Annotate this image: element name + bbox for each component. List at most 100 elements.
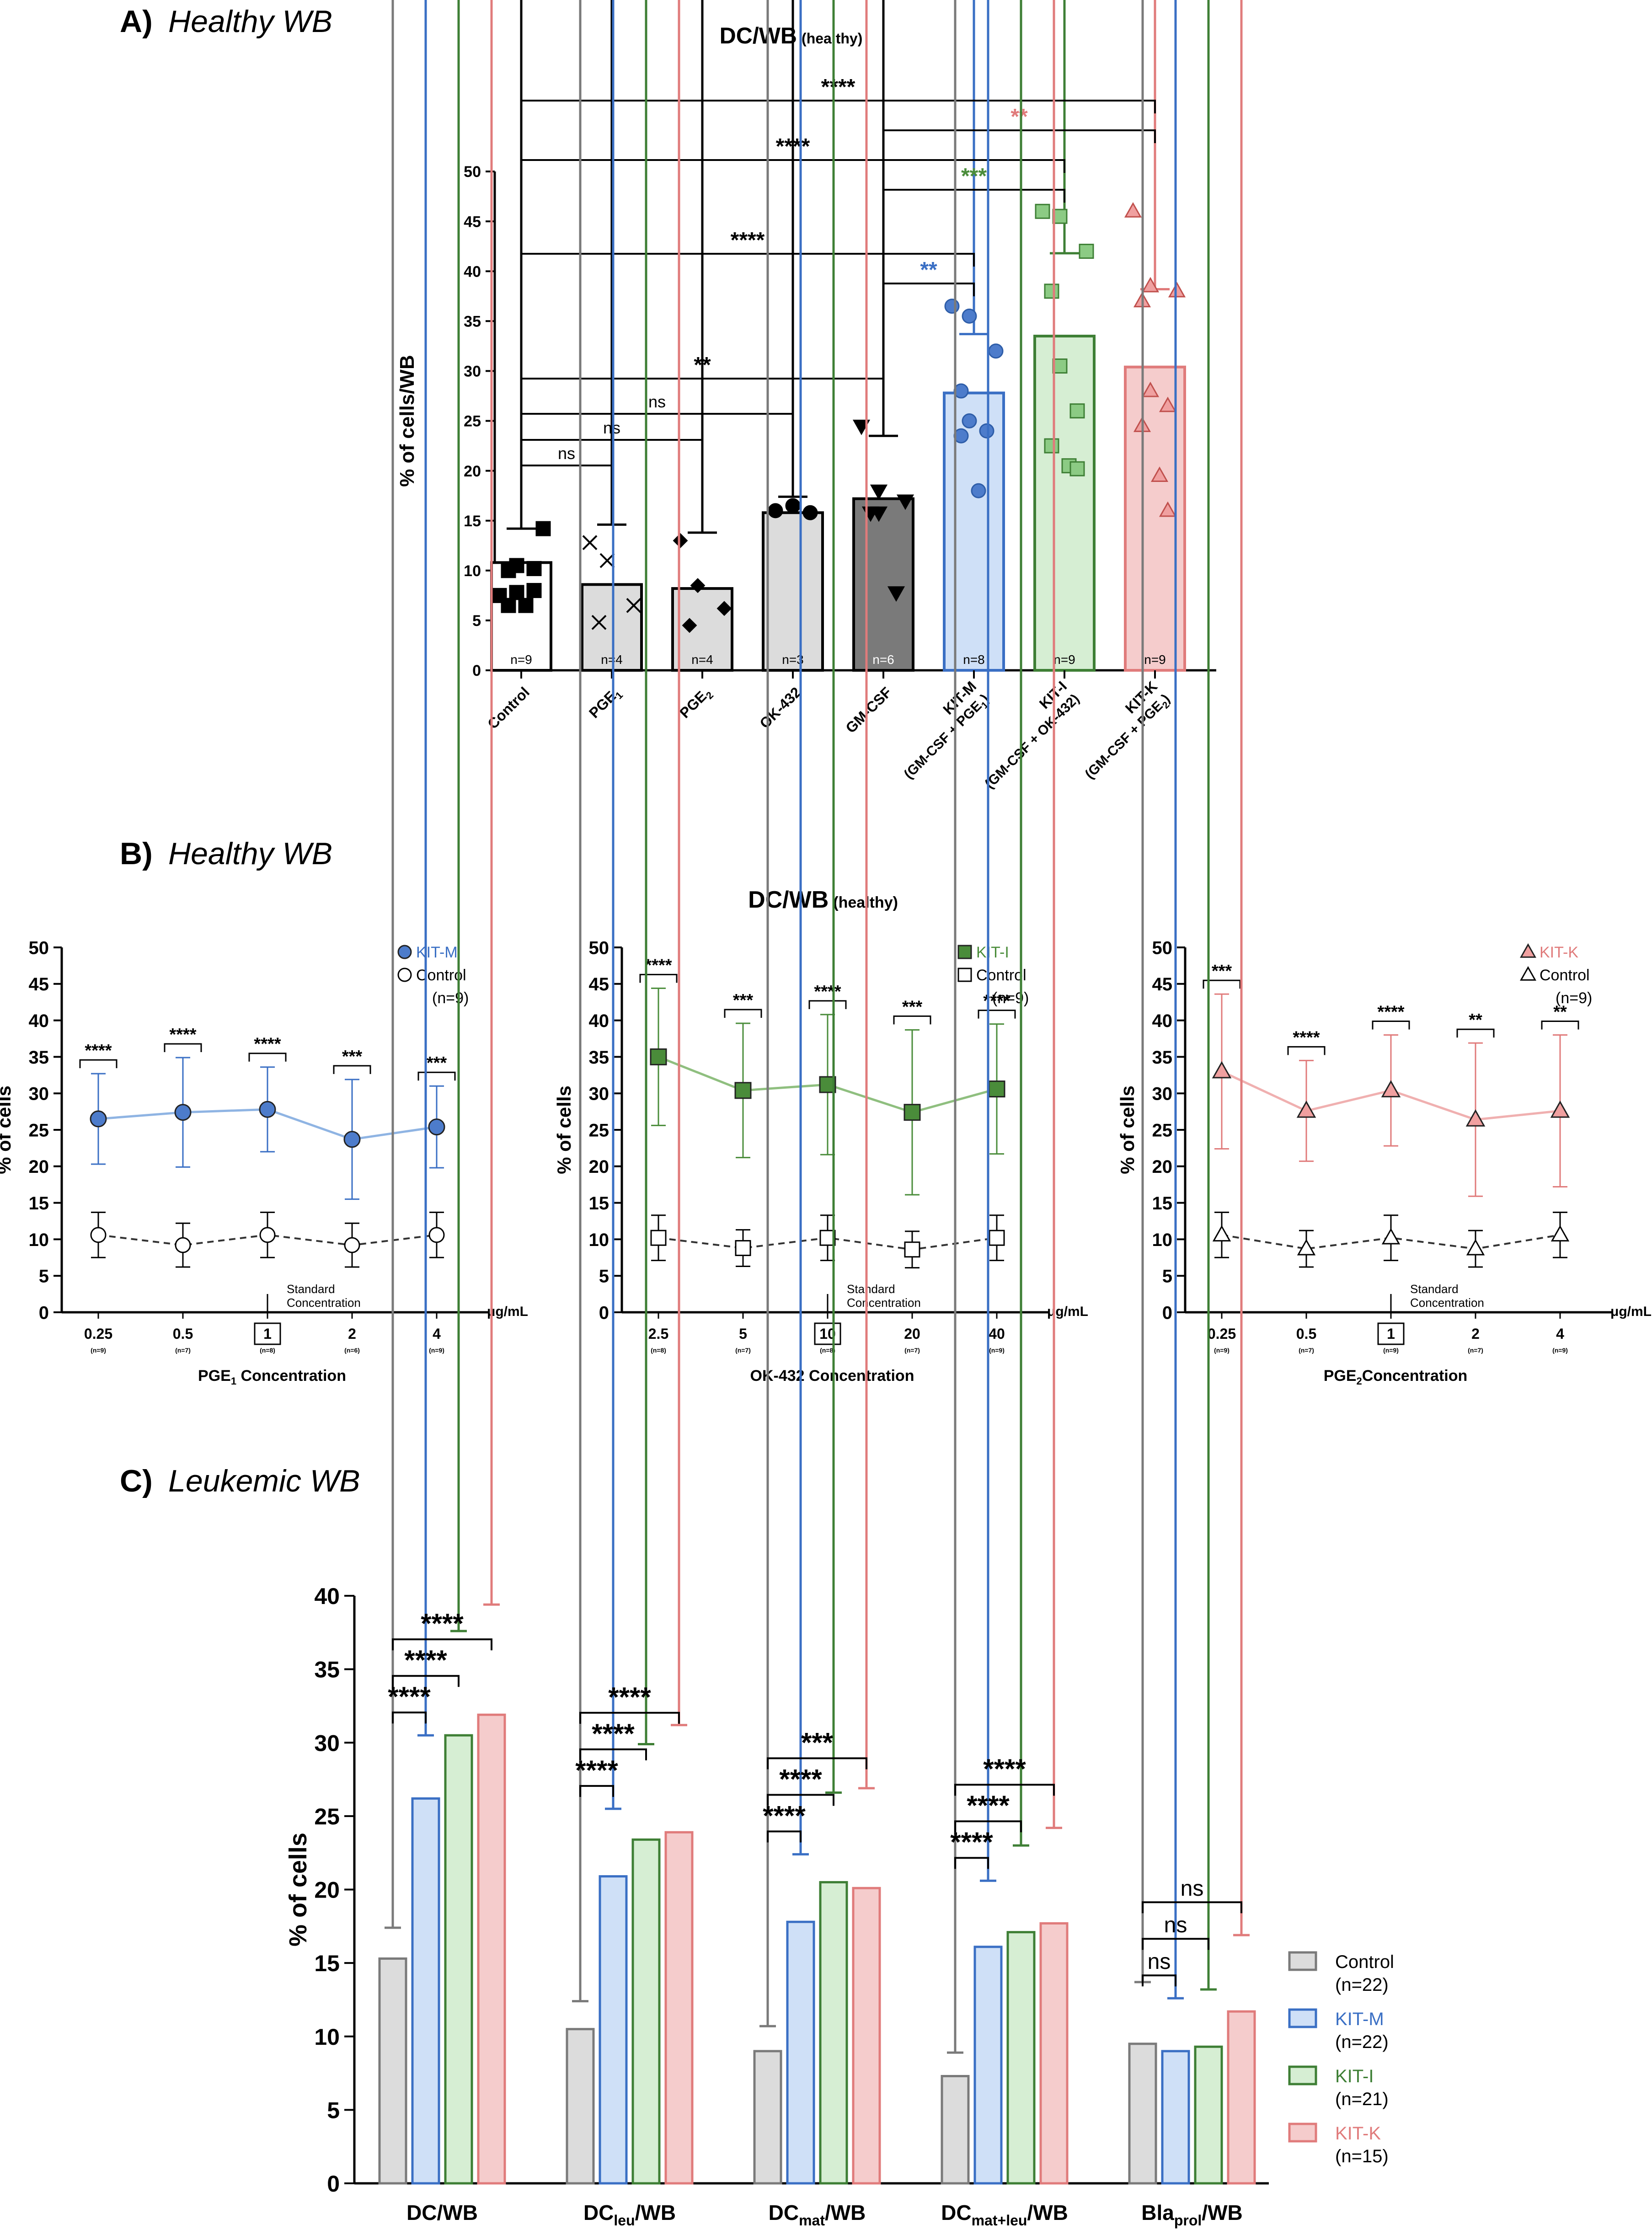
n-per-x-label: (n=9) bbox=[1383, 1347, 1399, 1354]
standard-label-line2: Concentration bbox=[847, 1296, 921, 1310]
legend-swatch-kit-m bbox=[1288, 2008, 1317, 2028]
panel-a-y-tick-label: 15 bbox=[464, 513, 481, 530]
subplot-y-tick-label: 10 bbox=[589, 1230, 609, 1250]
data-point bbox=[1079, 244, 1094, 259]
subplot-y-tick-label: 40 bbox=[589, 1011, 609, 1031]
bracket-line bbox=[520, 413, 794, 427]
control-point bbox=[90, 1227, 107, 1243]
significance-label: **** bbox=[763, 1800, 806, 1831]
data-point bbox=[591, 615, 607, 630]
sig-bracket bbox=[1203, 979, 1241, 989]
bar-kit-i bbox=[1006, 1931, 1036, 2185]
panel-a-y-tick-label: 0 bbox=[472, 662, 481, 679]
subplot-y-tick-label: 45 bbox=[29, 974, 49, 995]
data-point bbox=[870, 506, 888, 522]
panel-c-y-tick-label: 25 bbox=[314, 1804, 340, 1829]
category-label-sub: 1 bbox=[613, 690, 625, 701]
significance-label: ** bbox=[694, 353, 711, 377]
significance-bracket: **** bbox=[579, 1682, 680, 1724]
bar-kit-m bbox=[411, 1797, 440, 2185]
subplot-y-tick-label: 50 bbox=[589, 938, 609, 958]
error-bar bbox=[1167, 0, 1184, 2000]
bar-ok-432 bbox=[762, 511, 824, 672]
significance-label: **** bbox=[967, 1790, 1010, 1821]
data-point bbox=[1141, 277, 1160, 293]
error-bar bbox=[671, 0, 687, 1727]
x-tick-label: 40 bbox=[989, 1326, 1005, 1342]
error-bar bbox=[825, 0, 842, 1794]
subplot-x-label-tail: Concentration bbox=[236, 1367, 346, 1385]
bar-control bbox=[941, 2075, 970, 2185]
legend-treated-label: KIT-M bbox=[416, 944, 458, 961]
sig-bracket bbox=[164, 1043, 202, 1052]
data-point bbox=[518, 598, 534, 613]
error-bar-kit-k bbox=[1140, 0, 1170, 290]
significance-bracket: *** bbox=[767, 1727, 867, 1770]
legend-treated-marker bbox=[397, 945, 412, 959]
standard-label-line1: Standard bbox=[1410, 1282, 1459, 1296]
bar-kit-k bbox=[1227, 2010, 1256, 2185]
data-point bbox=[1124, 202, 1142, 218]
data-point bbox=[492, 588, 507, 603]
panel-c-y-tick-label: 0 bbox=[327, 2171, 340, 2197]
error-bar-pge1 bbox=[597, 0, 626, 526]
subplot-y-tick-label: 45 bbox=[589, 974, 609, 995]
error-bar bbox=[1046, 0, 1062, 1829]
error-bar bbox=[980, 0, 996, 1882]
sig-bracket bbox=[1541, 1021, 1579, 1030]
error-bar bbox=[385, 0, 401, 1929]
data-point bbox=[501, 598, 516, 613]
subplot-y-tick-label: 25 bbox=[1152, 1120, 1173, 1140]
x-tick-label: 0.5 bbox=[1296, 1326, 1316, 1342]
significance-label: **** bbox=[404, 1645, 447, 1675]
group-label-sub: leu bbox=[614, 2212, 635, 2229]
subplot-y-tick-label: 20 bbox=[589, 1157, 609, 1177]
legend-control-marker bbox=[1520, 966, 1536, 981]
significance-label: **** bbox=[592, 1718, 635, 1749]
bar-gm-csf bbox=[852, 497, 914, 672]
bracket-line bbox=[520, 439, 703, 453]
sig-label: **** bbox=[814, 982, 841, 1001]
subplot-y-tick-label: 25 bbox=[29, 1120, 49, 1140]
standard-label-line2: Concentration bbox=[287, 1296, 361, 1310]
bar-kit-i bbox=[819, 1881, 848, 2185]
group-label-sub: mat+leu bbox=[972, 2212, 1027, 2229]
sig-bracket bbox=[417, 1071, 456, 1081]
subplot-y-tick-label: 5 bbox=[599, 1267, 609, 1287]
x-tick-label: 2.5 bbox=[648, 1326, 668, 1342]
subplot-y-tick-label: 30 bbox=[589, 1084, 609, 1104]
category-label-text: OK-432 bbox=[756, 684, 804, 732]
data-point bbox=[626, 598, 642, 613]
treated-point bbox=[904, 1104, 921, 1121]
legend-n-label: (n=9) bbox=[432, 989, 469, 1007]
data-point bbox=[1044, 438, 1059, 454]
x-tick-label: 0.25 bbox=[1208, 1326, 1236, 1342]
treated-point bbox=[1381, 1080, 1401, 1097]
error-bar bbox=[858, 0, 875, 1790]
subplot-y-tick-label: 35 bbox=[1152, 1048, 1173, 1068]
n-per-x-label: (n=9) bbox=[989, 1347, 1005, 1354]
sig-bracket bbox=[724, 1009, 762, 1018]
treated-point bbox=[1296, 1100, 1316, 1118]
legend-swatch-kit-i bbox=[1288, 2065, 1317, 2085]
error-bar bbox=[947, 0, 963, 2054]
data-point bbox=[870, 484, 888, 500]
subplot-y-tick-label: 45 bbox=[1152, 974, 1173, 995]
n-label: n=8 bbox=[963, 652, 985, 667]
data-point bbox=[887, 586, 905, 602]
legend-n-label: (n=9) bbox=[1556, 989, 1592, 1007]
legend-n-control: (n=22) bbox=[1335, 1975, 1389, 1995]
n-per-x-label: (n=9) bbox=[1214, 1347, 1230, 1354]
bar-kit-i bbox=[1033, 335, 1096, 672]
control-point bbox=[1550, 1225, 1570, 1242]
category-label-text: PGE1 bbox=[586, 684, 625, 723]
legend-n-kit-m: (n=22) bbox=[1335, 2032, 1389, 2052]
significance-bracket: **** bbox=[767, 1764, 834, 1806]
category-label-gm-csf: GM-CSF bbox=[842, 684, 895, 736]
treated-point bbox=[259, 1101, 276, 1118]
bracket-line bbox=[579, 1748, 647, 1760]
control-point bbox=[989, 1230, 1005, 1246]
bracket-line bbox=[579, 1711, 680, 1724]
